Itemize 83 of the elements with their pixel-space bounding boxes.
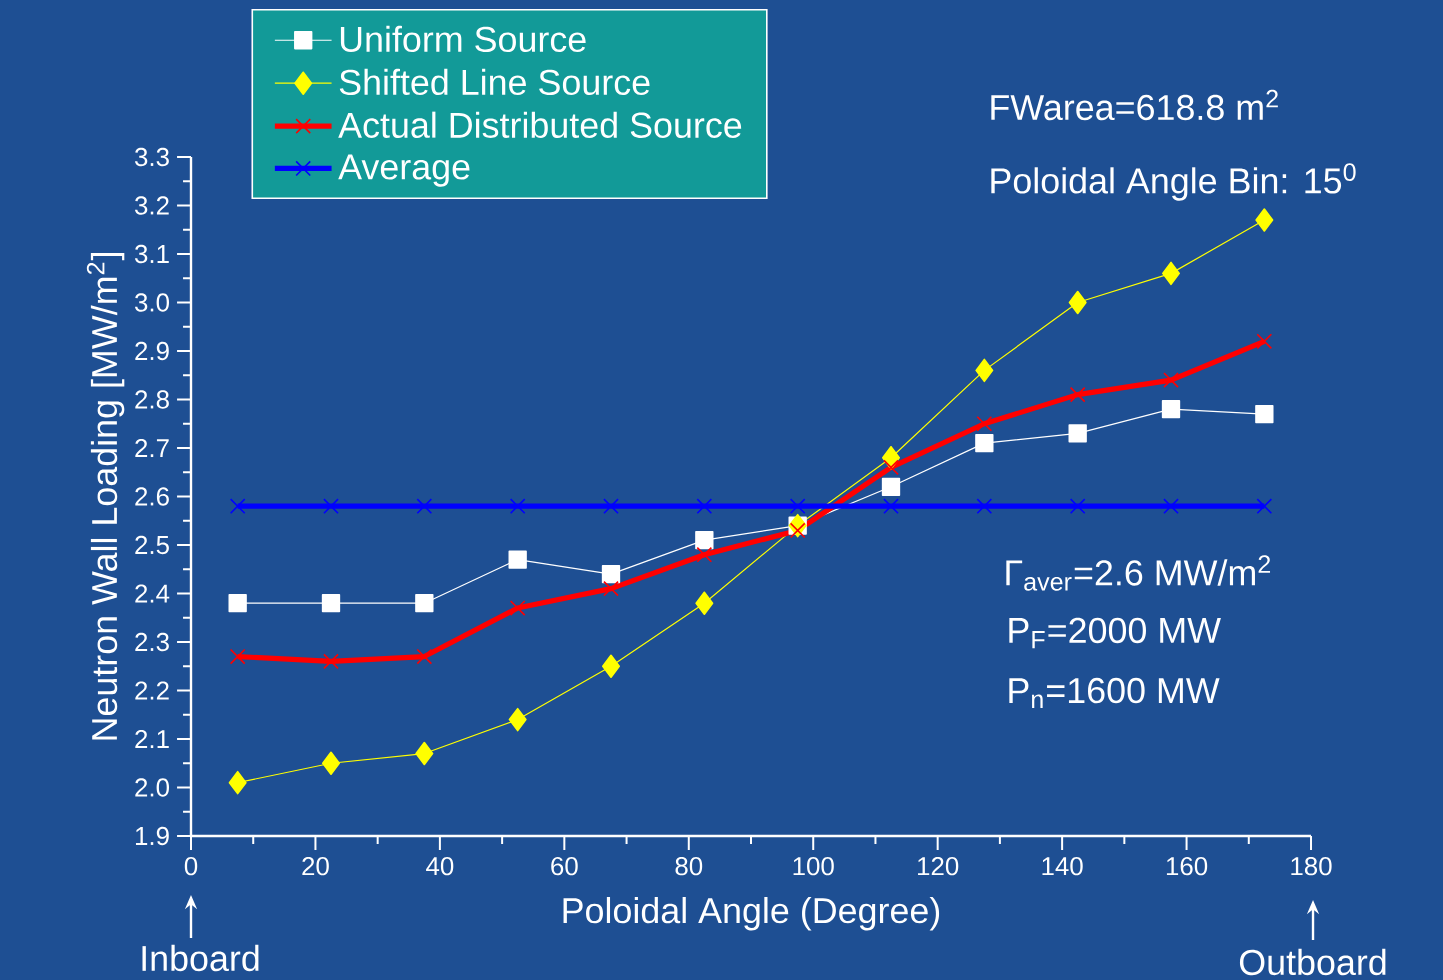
legend-label: Shifted Line Source: [339, 68, 650, 96]
x-tick-label: 180: [1291, 856, 1332, 876]
point: [603, 580, 619, 597]
point: [883, 498, 899, 515]
point: [323, 498, 339, 515]
point: [1069, 386, 1086, 403]
x-tick-label: 80: [675, 856, 703, 876]
point: [695, 530, 714, 550]
point: [415, 594, 434, 613]
y-tick-label: 2.8: [135, 390, 169, 409]
y-tick-label: 1.9: [135, 826, 169, 846]
point: [1163, 498, 1179, 515]
y-tick-label: 2.6: [135, 487, 169, 506]
point: [1255, 404, 1274, 424]
point: [1256, 498, 1273, 515]
y-tick-label: 2.7: [135, 438, 169, 458]
legend-label: Average: [338, 154, 470, 187]
text: Outboard: [1239, 948, 1386, 976]
point: [509, 600, 526, 616]
y-tick-label: 3.0: [135, 293, 170, 312]
y-tick-label: 2.4: [135, 584, 170, 603]
y-tick-label: 2.1: [135, 729, 169, 749]
point: [976, 498, 993, 515]
point: [321, 751, 341, 775]
point: [695, 591, 714, 615]
point: [1161, 261, 1181, 286]
point: [1255, 208, 1274, 232]
x-tick-label: 140: [1042, 856, 1083, 876]
point: [601, 654, 621, 678]
legend-label: Uniform Source: [340, 25, 586, 53]
point: [881, 477, 901, 496]
point: [415, 741, 434, 766]
point: [416, 498, 433, 515]
y-axis-title: Neutron Wall Loading [MW/m$^{2}$]: [86, 253, 125, 740]
point: [601, 564, 621, 584]
point: [228, 770, 247, 795]
y-tick-label: 3.1: [135, 244, 169, 264]
point: [1256, 333, 1273, 350]
annotation: P$_{F}$=2000 MW: [1009, 617, 1221, 649]
annotation: Γ$_{aver}$=2.6 MW/m$^{2}$: [1006, 555, 1271, 591]
x-tick-label: 0: [184, 856, 198, 876]
annotation: Poloidal Angle Bin: 15$^{0}$: [991, 163, 1356, 201]
y-tick-label: 2.0: [135, 778, 170, 797]
y-tick-label: 3.2: [135, 196, 169, 215]
point: [696, 498, 713, 515]
point: [1069, 498, 1086, 515]
y-tick-label: 2.3: [135, 632, 169, 652]
point: [789, 498, 806, 515]
point: [229, 498, 246, 515]
x-tick-label: 160: [1166, 856, 1208, 876]
annotation: P$_{n}$=1600 MW: [1009, 677, 1220, 709]
point: [1068, 290, 1087, 315]
x-tick-label: 100: [793, 856, 834, 876]
point: [416, 648, 433, 665]
point: [323, 653, 339, 670]
point: [1163, 372, 1179, 388]
x-tick-label: 40: [426, 856, 454, 876]
y-tick-label: 3.3: [135, 147, 169, 167]
y-tick-label: 2.2: [135, 681, 169, 700]
text: FWarea=618.8 m$^{2}$: [991, 89, 1278, 121]
point: [321, 594, 341, 613]
legend-label: Actual Distributed Source: [338, 111, 742, 138]
point: [509, 498, 526, 515]
point: [508, 707, 527, 732]
x-axis-title: Poloidal Angle (Degree): [563, 896, 940, 931]
point: [229, 648, 246, 665]
point: [1068, 424, 1087, 443]
x-tick-label: 60: [551, 856, 578, 876]
point: [883, 459, 899, 476]
text: Inboard: [142, 944, 259, 972]
y-tick-label: 2.9: [135, 341, 169, 361]
point: [976, 415, 993, 432]
x-tick-label: 120: [918, 856, 959, 876]
y-tick-label: 2.5: [135, 535, 169, 555]
point: [1161, 400, 1181, 419]
point: [975, 433, 994, 453]
x-tick-label: 20: [302, 856, 329, 876]
point: [508, 550, 527, 569]
point: [789, 522, 806, 539]
point: [696, 546, 713, 563]
point: [603, 498, 619, 515]
point: [975, 358, 994, 383]
point: [228, 594, 247, 613]
